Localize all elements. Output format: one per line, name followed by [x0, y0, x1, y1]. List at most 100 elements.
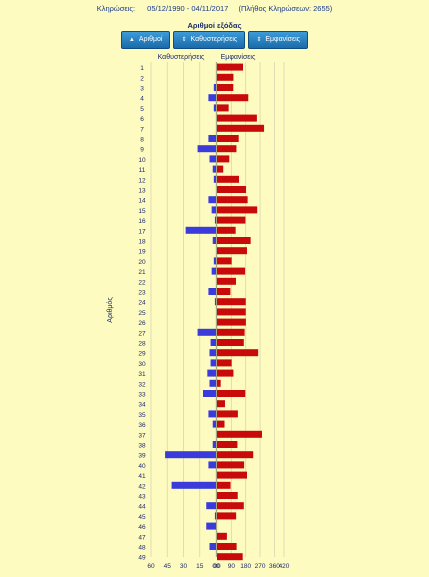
appearance-bar: [217, 543, 237, 550]
category-label: 2: [140, 75, 144, 82]
category-label: 14: [138, 198, 146, 205]
delay-bar: [206, 502, 216, 510]
appearance-bar: [217, 390, 246, 397]
delay-bar: [197, 328, 216, 336]
sort-by-delays-label: Καθυστερήσεις: [190, 36, 238, 43]
category-label: 46: [138, 524, 146, 531]
delay-tick-label: 60: [147, 563, 155, 570]
delay-bar: [209, 543, 216, 550]
appearance-bar: [217, 369, 234, 377]
category-label: 29: [138, 351, 146, 358]
category-label: 23: [138, 290, 146, 297]
appearance-bar: [217, 451, 254, 459]
sort-by-delays-button[interactable]: ⇕ Καθυστερήσεις: [173, 31, 246, 49]
category-label: 39: [138, 453, 146, 460]
category-label: 17: [138, 228, 146, 235]
category-label: 4: [140, 96, 144, 103]
category-label: 1: [140, 65, 144, 72]
category-label: 45: [138, 514, 146, 521]
category-label: 10: [138, 157, 146, 164]
appearance-bar: [217, 145, 237, 153]
appearance-bar: [217, 400, 225, 408]
chart-subtitle: Αριθμοί εξόδας: [187, 21, 242, 30]
appearance-bar: [217, 206, 258, 214]
appearance-bar: [217, 226, 236, 234]
delay-bar: [171, 481, 216, 489]
category-label: 6: [140, 116, 144, 123]
delay-bar: [210, 339, 216, 346]
appearance-bar: [217, 512, 237, 520]
category-label: 36: [138, 422, 146, 429]
category-label: 15: [138, 208, 146, 215]
delay-bar: [208, 196, 216, 204]
appearance-bar: [217, 481, 231, 489]
category-label: 48: [138, 545, 146, 552]
category-label: 28: [138, 341, 146, 348]
appearance-bar: [217, 257, 232, 265]
category-label: 43: [138, 494, 146, 501]
sort-by-number-button[interactable]: ▲ Αριθμοί: [120, 31, 171, 49]
appearance-bar: [217, 196, 248, 204]
delay-bar: [211, 267, 216, 275]
category-label: 3: [140, 86, 144, 93]
category-label: 26: [138, 320, 146, 327]
appearance-bar: [217, 532, 227, 540]
appearance-bar: [217, 135, 239, 142]
delay-tick-label: 00: [212, 563, 220, 570]
category-label: 24: [138, 300, 146, 307]
category-label: 44: [138, 504, 146, 511]
category-label: 16: [138, 218, 146, 225]
appearance-bar: [217, 155, 230, 163]
delays-series-label: Καθυστερήσεις: [158, 54, 205, 61]
sort-by-number-label: Αριθμοί: [138, 36, 163, 43]
category-label: 31: [138, 371, 146, 378]
appearance-bar: [217, 288, 231, 295]
delay-bar: [208, 461, 216, 469]
category-label: 11: [139, 167, 146, 174]
appearance-tick-label: 90: [228, 563, 236, 570]
appearance-bar: [217, 94, 249, 102]
category-label: 34: [138, 402, 146, 409]
appearance-bar: [217, 461, 245, 469]
category-label: 5: [140, 106, 144, 113]
appearance-bar: [217, 410, 238, 418]
delay-bar: [214, 216, 216, 224]
delay-bar: [212, 165, 216, 173]
draws-label: Κληρώσεις:: [96, 4, 136, 13]
appearance-bar: [217, 308, 246, 316]
category-label: 13: [138, 188, 146, 195]
appearance-bar: [217, 328, 245, 336]
appearance-bar: [217, 349, 259, 357]
appearance-bar: [217, 175, 240, 183]
appearance-bar: [217, 359, 232, 367]
delay-bar: [213, 104, 216, 112]
delay-bar: [211, 206, 216, 214]
category-label: 18: [138, 239, 146, 246]
appearance-bar: [217, 267, 246, 275]
delay-bar: [214, 512, 216, 520]
delay-bar: [214, 298, 216, 306]
delay-tick-label: 45: [164, 563, 172, 570]
appearance-bar: [217, 502, 244, 510]
category-label: 40: [138, 463, 146, 470]
appearance-bar: [217, 73, 234, 81]
appearance-bar: [217, 247, 247, 255]
appearance-bar: [217, 298, 246, 306]
delay-bar: [203, 390, 216, 397]
category-label: 42: [138, 483, 146, 490]
delay-bar: [197, 145, 216, 153]
category-label: 33: [138, 392, 146, 399]
category-label: 12: [138, 177, 146, 184]
category-label: 41: [138, 473, 146, 480]
appearance-bar: [217, 420, 225, 428]
sort-button-group: ▲ Αριθμοί ⇕ Καθυστερήσεις ⇕ Εμφανίσεις: [0, 31, 429, 49]
category-label: 27: [138, 330, 146, 337]
category-label: 30: [138, 361, 146, 368]
appearance-bar: [217, 339, 244, 346]
appearance-tick-label: 360: [269, 563, 280, 570]
arrow-up-icon: ▲: [128, 37, 135, 43]
delay-bar: [209, 379, 216, 387]
sort-by-appearances-button[interactable]: ⇕ Εμφανίσεις: [248, 31, 309, 49]
appearance-bar: [217, 430, 262, 438]
